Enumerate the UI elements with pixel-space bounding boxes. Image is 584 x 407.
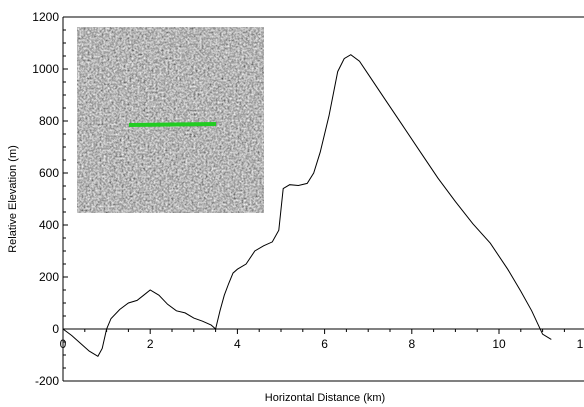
y-tick-label: 800	[39, 114, 59, 128]
y-tick-label: 400	[39, 218, 59, 232]
axes	[62, 16, 584, 382]
x-axis-title: Horizontal Distance (km)	[265, 392, 385, 404]
x-tick-label: 2	[147, 337, 154, 351]
inset-radar-image	[77, 27, 264, 213]
tick-labels: 0 2 4 6 8 10 1 -200 0 200 400 600 800 1000 1200	[32, 10, 583, 388]
x-tick-label: 10	[492, 337, 506, 351]
x-tick-label: 1	[577, 337, 584, 351]
x-tick-label: 4	[234, 337, 241, 351]
x-tick-label: 0	[60, 337, 67, 351]
y-tick-label: 600	[39, 166, 59, 180]
y-axis-title: Relative Elevation (m)	[7, 145, 19, 253]
elevation-line	[63, 54, 552, 357]
y-tick-label: 0	[52, 322, 59, 336]
y-tick-label: 200	[39, 270, 59, 284]
x-tick-label: 6	[321, 337, 328, 351]
y-tick-label: -200	[35, 374, 59, 388]
inset-profile-line	[128, 122, 217, 127]
y-tick-label: 1000	[32, 62, 59, 76]
plot-area	[63, 54, 552, 357]
y-tick-label: 1200	[32, 10, 59, 24]
x-tick-label: 8	[408, 337, 415, 351]
